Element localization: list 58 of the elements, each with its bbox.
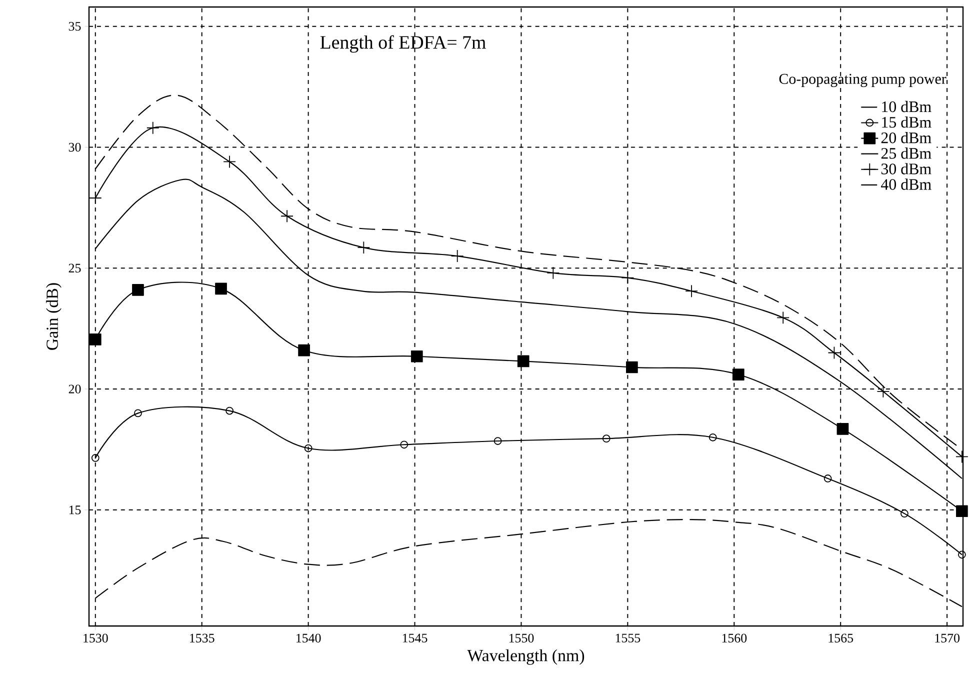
point	[956, 450, 968, 464]
point	[824, 474, 832, 482]
legend-label: 15 dBm	[882, 116, 932, 128]
point	[410, 350, 423, 362]
point	[708, 433, 717, 442]
point	[146, 121, 160, 134]
legend-label: 20 dBm	[881, 132, 932, 144]
point	[88, 192, 102, 204]
x-tick-label: 1540	[296, 634, 321, 642]
point	[91, 454, 100, 462]
point	[876, 385, 890, 398]
point	[89, 334, 102, 346]
x-tick-label: 1530	[84, 634, 108, 642]
point	[900, 510, 908, 518]
point	[517, 355, 530, 368]
x-tick-label: 1565	[828, 634, 854, 642]
y-axis-title: Gain (dB)	[46, 283, 62, 350]
point	[956, 505, 968, 518]
point	[828, 346, 841, 360]
point	[132, 284, 144, 296]
x-tick-label: 1570	[935, 634, 960, 642]
point	[450, 250, 464, 262]
y-tick-label: 30	[68, 142, 81, 152]
legend-label: 40 dBm	[881, 178, 932, 190]
point	[357, 241, 370, 254]
x-axis-title: Wavelength (nm)	[467, 649, 584, 665]
legend-label: 25 dBm	[881, 148, 932, 159]
x-tick-label: 1550	[509, 634, 534, 642]
y-tick-label: 20	[68, 384, 81, 394]
point	[836, 422, 849, 435]
x-tick-label: 1555	[616, 634, 640, 642]
point	[298, 344, 310, 356]
annotation: Length of EDFA= 7m	[320, 35, 486, 53]
legend-label: 30 dBm	[881, 163, 932, 174]
point	[732, 368, 744, 380]
point	[958, 550, 966, 559]
x-tick-label: 1560	[722, 634, 747, 642]
point	[546, 266, 560, 280]
point	[685, 284, 698, 298]
point	[280, 210, 294, 223]
point	[226, 406, 234, 415]
point	[134, 409, 142, 418]
point	[621, 271, 634, 284]
x-tick-label: 1545	[402, 634, 428, 642]
point	[602, 434, 610, 443]
point	[626, 361, 638, 374]
y-tick-label: 15	[69, 506, 81, 514]
point	[400, 440, 408, 449]
point	[215, 282, 227, 295]
point	[223, 155, 236, 168]
point	[494, 437, 502, 445]
y-tick-label: 35	[68, 22, 81, 31]
point	[304, 444, 312, 452]
point	[776, 311, 790, 324]
x-tick-label: 1535	[190, 634, 214, 642]
y-tick-label: 25	[68, 264, 81, 272]
legend-label: 10 dBm	[882, 100, 932, 112]
legend-title: Co-popagating pump power	[779, 74, 946, 88]
